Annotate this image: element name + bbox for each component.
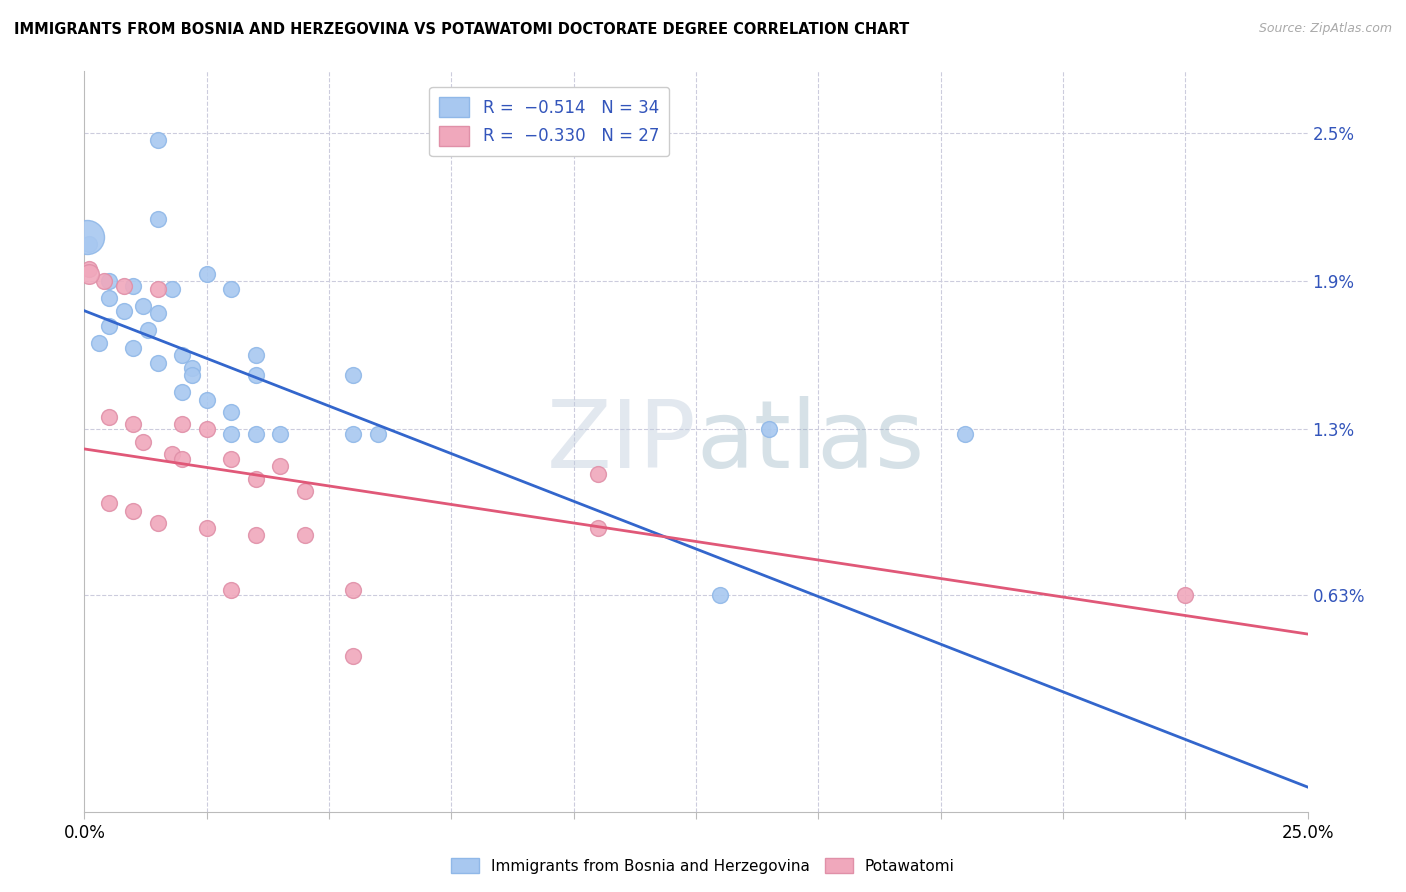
Point	[162, 281, 184, 295]
Point	[162, 447, 184, 461]
Point	[77, 261, 100, 276]
Point	[245, 427, 267, 442]
Point	[122, 279, 145, 293]
Point	[122, 417, 145, 432]
Point	[146, 306, 169, 320]
Point	[219, 582, 242, 597]
Point	[342, 582, 364, 597]
Point	[97, 292, 120, 306]
Point	[245, 528, 267, 542]
Point	[709, 588, 731, 602]
Point	[195, 521, 218, 535]
Point	[367, 427, 389, 442]
Text: Source: ZipAtlas.com: Source: ZipAtlas.com	[1258, 22, 1392, 36]
Point	[112, 279, 135, 293]
Point	[172, 417, 194, 432]
Point	[172, 451, 194, 466]
Point	[342, 427, 364, 442]
Point	[586, 521, 609, 535]
Point	[122, 341, 145, 355]
Text: ZIP: ZIP	[547, 395, 696, 488]
Point	[1174, 588, 1197, 602]
Point	[245, 348, 267, 362]
Text: atlas: atlas	[696, 395, 924, 488]
Point	[146, 355, 169, 369]
Point	[112, 303, 135, 318]
Point	[146, 212, 169, 227]
Point	[586, 467, 609, 481]
Text: IMMIGRANTS FROM BOSNIA AND HERZEGOVINA VS POTAWATOMI DOCTORATE DEGREE CORRELATIO: IMMIGRANTS FROM BOSNIA AND HERZEGOVINA V…	[14, 22, 910, 37]
Point	[172, 385, 194, 400]
Point	[93, 274, 115, 288]
Point	[76, 229, 98, 244]
Point	[342, 649, 364, 664]
Point	[87, 335, 110, 350]
Point	[77, 237, 100, 252]
Point	[245, 368, 267, 382]
Point	[294, 483, 316, 498]
Point	[97, 318, 120, 333]
Point	[181, 360, 204, 375]
Point	[269, 459, 291, 474]
Point	[219, 451, 242, 466]
Point	[219, 281, 242, 295]
Legend: Immigrants from Bosnia and Herzegovina, Potawatomi: Immigrants from Bosnia and Herzegovina, …	[446, 852, 960, 880]
Point	[245, 471, 267, 485]
Legend: R =  −0.514   N = 34, R =  −0.330   N = 27: R = −0.514 N = 34, R = −0.330 N = 27	[429, 87, 669, 156]
Point	[132, 434, 155, 449]
Point	[146, 133, 169, 147]
Point	[219, 427, 242, 442]
Point	[294, 528, 316, 542]
Point	[77, 267, 100, 281]
Point	[97, 496, 120, 510]
Point	[269, 427, 291, 442]
Point	[122, 503, 145, 517]
Point	[758, 422, 780, 436]
Point	[195, 267, 218, 281]
Point	[146, 281, 169, 295]
Point	[136, 324, 159, 338]
Point	[195, 392, 218, 407]
Point	[219, 405, 242, 419]
Point	[97, 274, 120, 288]
Point	[342, 368, 364, 382]
Point	[172, 348, 194, 362]
Point	[146, 516, 169, 530]
Point	[181, 368, 204, 382]
Point	[97, 409, 120, 424]
Point	[132, 299, 155, 313]
Point	[953, 427, 976, 442]
Point	[195, 422, 218, 436]
